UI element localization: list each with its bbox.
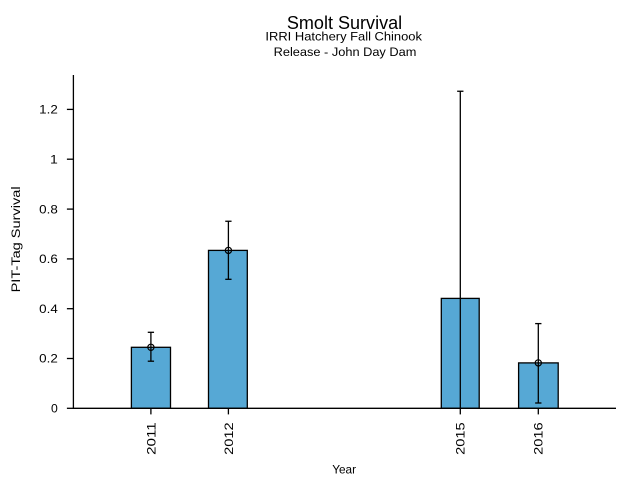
svg-text:1.2: 1.2	[39, 103, 58, 117]
svg-text:0.2: 0.2	[39, 352, 58, 366]
svg-text:2016: 2016	[532, 422, 546, 455]
svg-text:Smolt Survival: Smolt Survival	[287, 12, 402, 33]
svg-text:0.8: 0.8	[39, 202, 58, 216]
svg-text:PIT-Tag Survival: PIT-Tag Survival	[9, 186, 23, 292]
svg-text:0: 0	[51, 402, 58, 416]
svg-text:1: 1	[50, 152, 58, 166]
svg-text:2011: 2011	[144, 422, 158, 455]
svg-text:0.4: 0.4	[39, 302, 58, 316]
svg-text:Year: Year	[332, 463, 356, 477]
svg-text:2015: 2015	[454, 422, 468, 455]
svg-text:2012: 2012	[222, 422, 236, 455]
svg-text:0.6: 0.6	[39, 252, 58, 266]
svg-text:IRRI Hatchery Fall Chinook: IRRI Hatchery Fall Chinook	[265, 30, 422, 44]
svg-text:Release - John Day Dam: Release - John Day Dam	[274, 45, 417, 59]
